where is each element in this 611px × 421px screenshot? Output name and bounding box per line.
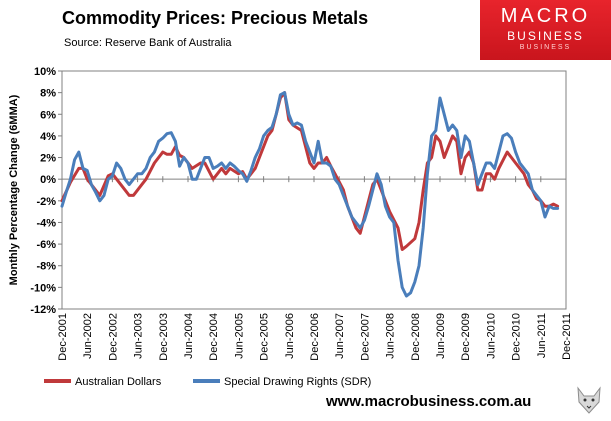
chart-title: Commodity Prices: Precious Metals — [62, 8, 369, 28]
x-tick-label: Jun-2003 — [133, 313, 145, 359]
y-tick-label: 8% — [40, 88, 56, 100]
x-tick-label: Dec-2002 — [107, 313, 119, 361]
x-tick-label: Jun-2007 — [334, 313, 346, 359]
legend-label-sdr: Special Drawing Rights (SDR) — [224, 376, 371, 388]
x-tick-label: Jun-2005 — [233, 313, 245, 359]
chart-series — [60, 91, 560, 298]
y-tick-label: 10% — [34, 66, 56, 78]
wolf-mascot-icon — [570, 380, 608, 418]
legend-label-aud: Australian Dollars — [75, 376, 162, 388]
logo-text-business-reflection: BUSINESS — [519, 44, 572, 51]
y-tick-label: 6% — [40, 109, 56, 121]
x-tick-label: Dec-2010 — [511, 313, 523, 361]
x-tick-label: Dec-2007 — [359, 313, 371, 361]
y-tick-label: 4% — [40, 131, 56, 143]
y-axis-title: Monthly Percentage Change (6MMA) — [8, 94, 20, 285]
y-tick-label: 2% — [40, 153, 56, 165]
website-url: www.macrobusiness.com.au — [326, 393, 532, 410]
x-tick-label: Jun-2006 — [284, 313, 296, 359]
x-tick-label: Jun-2009 — [435, 313, 447, 359]
y-tick-label: -8% — [36, 261, 56, 273]
x-tick-label: Dec-2004 — [208, 313, 220, 361]
y-tick-label: -4% — [36, 217, 56, 229]
logo-text-macro: MACRO — [500, 5, 591, 27]
y-tick-label: 0% — [40, 174, 56, 186]
chart-axes: 10%8%6%4%2%0%-2%-4%-6%-8%-10%-12%Dec-200… — [8, 66, 573, 361]
y-tick-label: -2% — [36, 196, 56, 208]
series-line-sdr — [60, 91, 560, 298]
y-tick-label: -12% — [30, 304, 56, 316]
macrobusiness-logo: MACRO BUSINESS BUSINESS — [480, 0, 611, 60]
x-tick-label: Jun-2010 — [485, 313, 497, 359]
plot-frame — [61, 70, 567, 310]
logo-text-business: BUSINESS — [507, 29, 584, 43]
x-tick-label: Dec-2008 — [410, 313, 422, 361]
x-tick-label: Dec-2011 — [561, 313, 573, 360]
x-tick-label: Dec-2005 — [259, 313, 271, 361]
x-tick-label: Jun-2002 — [82, 313, 94, 359]
x-tick-label: Jun-2008 — [385, 313, 397, 359]
x-tick-label: Dec-2006 — [309, 313, 321, 361]
y-tick-label: -6% — [36, 239, 56, 251]
x-tick-label: Dec-2001 — [57, 313, 69, 361]
chart-legend: Australian Dollars Special Drawing Rights… — [44, 376, 371, 388]
x-tick-label: Dec-2009 — [460, 313, 472, 361]
y-tick-label: -10% — [30, 282, 56, 294]
chart-source: Source: Reserve Bank of Australia — [64, 37, 232, 49]
x-tick-label: Jun-2004 — [183, 313, 195, 359]
x-tick-label: Dec-2003 — [158, 313, 170, 361]
x-tick-label: Jun-2011 — [536, 313, 548, 358]
